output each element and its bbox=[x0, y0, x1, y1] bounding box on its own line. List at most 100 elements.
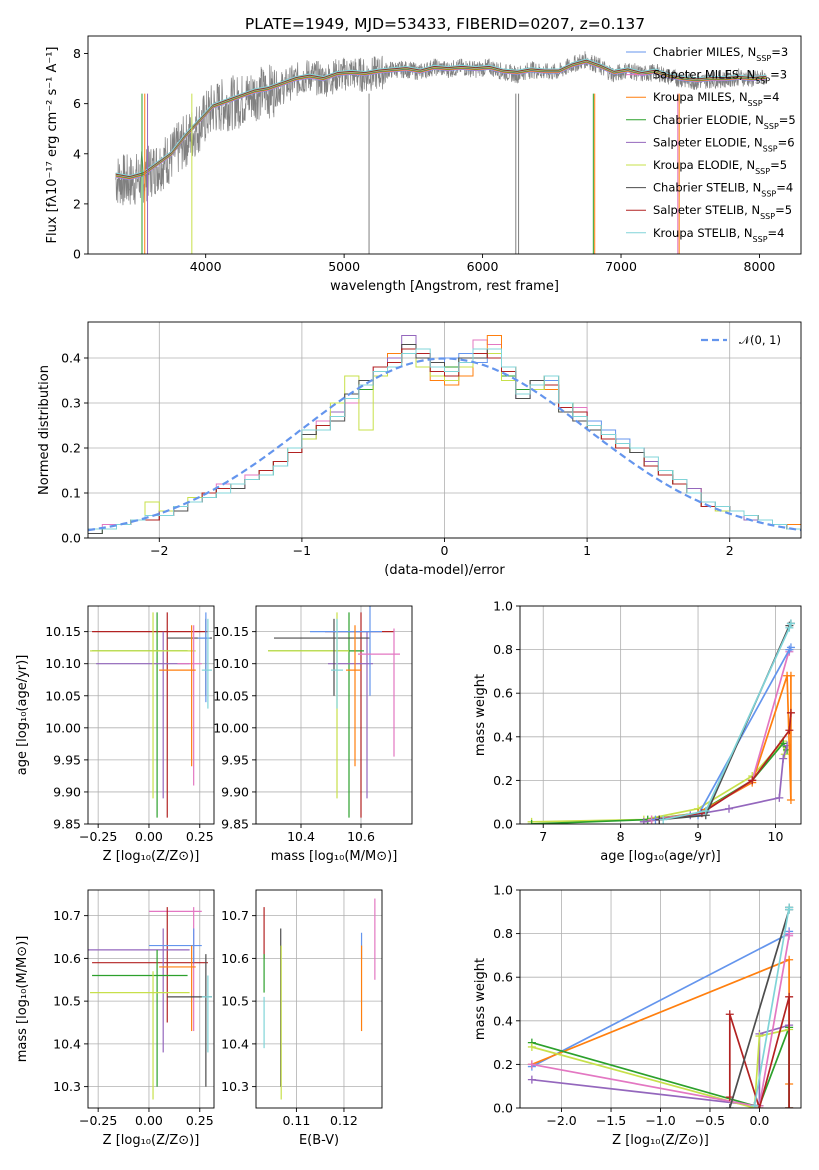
y-tick-label: 0.4 bbox=[61, 351, 81, 366]
weight-series-line bbox=[651, 675, 792, 821]
figure-title: PLATE=1949, MJD=53433, FIBERID=0207, z=0… bbox=[245, 15, 645, 33]
weight-point-marker bbox=[785, 726, 794, 735]
y-axis-label: age [log₁₀(age/yr)] bbox=[15, 655, 30, 776]
weight-point-marker bbox=[786, 643, 795, 652]
x-tick-label: 7 bbox=[539, 829, 547, 844]
y-tick-label: 10.05 bbox=[45, 688, 81, 703]
plot-area bbox=[90, 612, 212, 818]
x-tick-label: 0.25 bbox=[186, 1113, 214, 1128]
legend-label: Kroupa MILES, NSSP=4 bbox=[653, 90, 779, 108]
x-axis-label: wavelength [Angstrom, rest frame] bbox=[330, 279, 559, 294]
weight-point-marker bbox=[755, 1032, 764, 1041]
y-tick-label: 0.1 bbox=[61, 486, 81, 501]
spectrum-panel: 4000 5000 6000 7000 8000 0 2 4 6 8 wavelength [Ang… bbox=[45, 35, 802, 294]
x-tick-label: −2.0 bbox=[546, 1113, 576, 1128]
x-tick-label: 6000 bbox=[467, 259, 499, 274]
y-tick-label: 0.8 bbox=[493, 642, 513, 657]
y-tick-label: 0.4 bbox=[493, 729, 513, 744]
weight-point-marker bbox=[785, 905, 794, 914]
y-tick-label: 8 bbox=[73, 46, 81, 61]
x-axis-label: age [log₁₀(age/yr)] bbox=[600, 849, 721, 864]
weight-point-marker bbox=[639, 817, 648, 824]
y-tick-label: 0.8 bbox=[493, 926, 513, 941]
y-tick-label: 9.85 bbox=[221, 817, 249, 832]
weight-point-marker bbox=[748, 776, 757, 785]
y-tick-label: 10.05 bbox=[213, 688, 249, 703]
y-tick-label: 0.0 bbox=[493, 817, 513, 832]
weight-point-marker bbox=[725, 804, 734, 813]
x-tick-label: 0.11 bbox=[282, 1113, 310, 1128]
y-tick-label: 1.0 bbox=[493, 599, 513, 614]
x-tick-label: 9 bbox=[694, 829, 702, 844]
y-tick-label: 10.6 bbox=[221, 951, 249, 966]
x-tick-label: −1.5 bbox=[596, 1113, 626, 1128]
x-tick-label: 0 bbox=[441, 543, 449, 558]
weight-series-line bbox=[531, 741, 788, 824]
weight-point-marker bbox=[527, 1042, 536, 1051]
x-axis-label: E(B-V) bbox=[299, 1133, 339, 1148]
x-tick-label: 2 bbox=[726, 543, 734, 558]
y-axis-label: mass [log₁₀(M/M⊙)] bbox=[15, 936, 30, 1063]
plot-area bbox=[268, 606, 400, 818]
y-tick-label: 1.0 bbox=[493, 883, 513, 898]
y-tick-label: 0.3 bbox=[61, 396, 81, 411]
weight-point-marker bbox=[701, 806, 710, 815]
x-tick-label: −2 bbox=[150, 543, 168, 558]
x-tick-label: 1 bbox=[583, 543, 591, 558]
y-tick-label: 0 bbox=[73, 247, 81, 262]
x-tick-label: −1 bbox=[293, 543, 311, 558]
weight-point-marker bbox=[786, 708, 795, 717]
weight-series-line bbox=[663, 623, 792, 821]
weight-point-marker bbox=[725, 1104, 734, 1108]
axes-frame bbox=[519, 605, 802, 825]
plot-area bbox=[263, 898, 376, 1100]
y-tick-label: 6 bbox=[73, 96, 81, 111]
mass-vs-metallicity-panel: −0.25 0.00 0.25 10.3 10.4 10.5 10.6 10.7 Z [log₁… bbox=[15, 889, 215, 1148]
y-tick-label: 0.0 bbox=[493, 1101, 513, 1116]
x-axis-label: (data-model)/error bbox=[384, 563, 505, 578]
y-axis-label: Normed distribution bbox=[37, 365, 52, 495]
weight-point-marker bbox=[786, 671, 795, 680]
y-tick-label: 10.4 bbox=[53, 1036, 81, 1051]
y-tick-label: 0.6 bbox=[493, 686, 513, 701]
y-tick-label: 2 bbox=[73, 196, 81, 211]
y-tick-label: 9.90 bbox=[221, 784, 249, 799]
x-tick-label: −0.5 bbox=[695, 1113, 725, 1128]
y-tick-label: 10.5 bbox=[221, 994, 249, 1009]
x-tick-label: 5000 bbox=[328, 259, 360, 274]
weight-point-marker bbox=[527, 1075, 536, 1084]
legend-label: Chabrier MILES, NSSP=3 bbox=[653, 45, 788, 63]
x-axis-label: Z [log₁₀(Z/Z⊙)] bbox=[103, 849, 200, 864]
y-tick-label: 10.00 bbox=[213, 720, 249, 735]
y-tick-label: 0.2 bbox=[493, 1057, 513, 1072]
x-tick-label: −1.0 bbox=[645, 1113, 675, 1128]
x-tick-label: 0.00 bbox=[135, 1113, 163, 1128]
x-axis-label: Z [log₁₀(Z/Z⊙)] bbox=[103, 1133, 200, 1148]
weight-point-marker bbox=[779, 754, 788, 763]
x-tick-label: 0.12 bbox=[330, 1113, 358, 1128]
age-vs-mass-panel: 10.4 10.6 9.85 9.90 9.95 10.00 10.05 10.10 10.15… bbox=[213, 605, 413, 864]
axes-frame bbox=[255, 605, 413, 825]
x-tick-label: 8000 bbox=[744, 259, 776, 274]
y-tick-label: 10.6 bbox=[53, 951, 81, 966]
legend-label: Kroupa STELIB, NSSP=4 bbox=[653, 226, 784, 244]
weight-point-marker bbox=[786, 796, 795, 805]
weight-vs-age-panel: 7 8 9 10 0.0 0.2 0.4 0.6 0.8 1.0 age [log₁₀(age/yr… bbox=[473, 599, 802, 864]
legend-label: 𝒩(0, 1) bbox=[739, 333, 781, 347]
legend-label: Chabrier STELIB, NSSP=4 bbox=[653, 181, 793, 199]
weight-point-marker bbox=[527, 1060, 536, 1069]
histogram-series bbox=[88, 348, 801, 530]
y-tick-label: 0.2 bbox=[493, 773, 513, 788]
weight-point-marker bbox=[750, 1101, 759, 1108]
weight-point-marker bbox=[659, 815, 668, 824]
weight-series-line bbox=[531, 739, 786, 823]
y-tick-label: 9.95 bbox=[53, 752, 81, 767]
y-tick-label: 10.5 bbox=[53, 994, 81, 1009]
plot-area bbox=[527, 903, 794, 1108]
age-vs-metallicity-panel: −0.25 0.00 0.25 9.85 9.90 9.95 10.00 10.05 10.10… bbox=[15, 605, 215, 864]
y-tick-label: 0.4 bbox=[493, 1013, 513, 1028]
y-tick-label: 0.0 bbox=[61, 531, 81, 546]
y-tick-label: 10.3 bbox=[221, 1079, 249, 1094]
observed-spectrum-line bbox=[115, 51, 767, 206]
x-tick-label: −0.25 bbox=[79, 829, 117, 844]
